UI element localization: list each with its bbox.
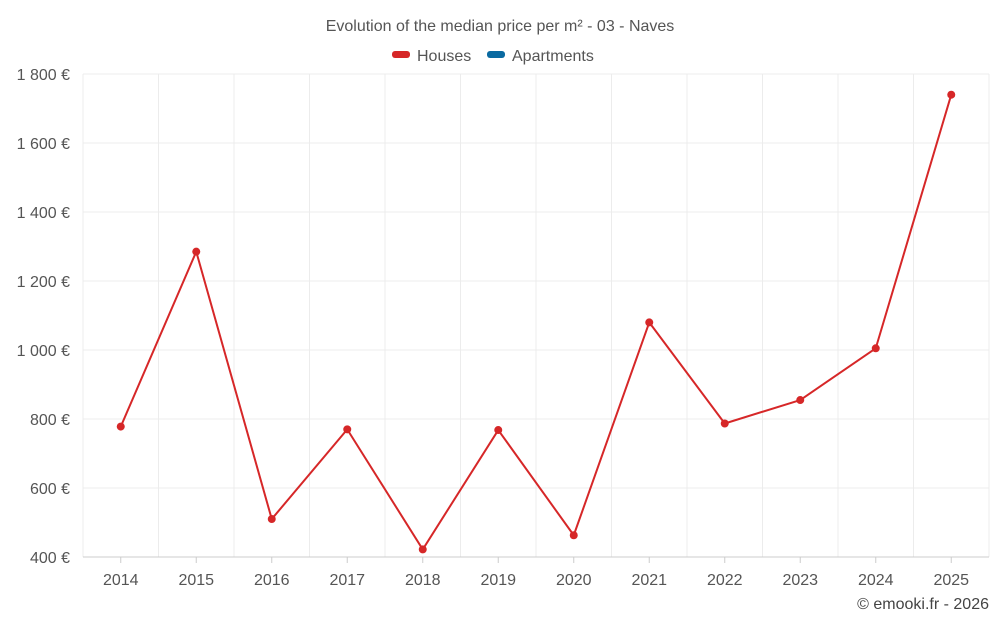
- houses-point-2020[interactable]: [569, 531, 578, 540]
- y-tick-label: 1 200 €: [17, 274, 70, 291]
- chart-title: Evolution of the median price per m² - 0…: [326, 18, 675, 35]
- credit-text: © emooki.fr - 2026: [857, 596, 989, 613]
- y-tick-label: 1 600 €: [17, 136, 70, 153]
- x-tick-label: 2024: [858, 572, 894, 589]
- legend-label-apartments: Apartments: [512, 48, 594, 65]
- y-tick-label: 600 €: [30, 481, 70, 498]
- x-tick-label: 2025: [933, 572, 969, 589]
- legend-label-houses: Houses: [417, 48, 471, 65]
- x-tick-label: 2023: [782, 572, 818, 589]
- houses-point-2019[interactable]: [494, 426, 503, 435]
- grid: [82, 73, 990, 557]
- houses-point-2022[interactable]: [720, 419, 729, 428]
- x-tick-label: 2019: [480, 572, 516, 589]
- y-axis: 400 € 600 € 800 € 1 000 € 1 200 € 1 400 € 1 60…: [17, 67, 70, 567]
- legend-item-apartments[interactable]: Apartments: [487, 48, 594, 65]
- y-tick-label: 800 €: [30, 412, 70, 429]
- houses-point-2014[interactable]: [116, 422, 125, 431]
- legend-item-houses[interactable]: Houses: [392, 48, 471, 65]
- x-tick-label: 2022: [707, 572, 743, 589]
- y-tick-label: 1 400 €: [17, 205, 70, 222]
- houses-point-2021[interactable]: [645, 318, 654, 327]
- y-tick-label: 1 000 €: [17, 343, 70, 360]
- y-tick-label: 400 €: [30, 550, 70, 567]
- legend-swatch-apartments: [487, 51, 505, 58]
- houses-point-2015[interactable]: [192, 247, 201, 256]
- houses-point-2016[interactable]: [267, 515, 276, 524]
- x-tick-label: 2017: [329, 572, 365, 589]
- x-tick-label: 2014: [103, 572, 139, 589]
- x-tick-label: 2015: [178, 572, 214, 589]
- houses-line: [119, 94, 953, 551]
- legend: Houses Apartments: [392, 48, 594, 65]
- x-tick-label: 2020: [556, 572, 592, 589]
- x-tick-label: 2018: [405, 572, 441, 589]
- x-axis: 2014 2015 2016 2017 2018 2019 2020 2021 2022 2023…: [83, 556, 989, 589]
- houses-point-2025[interactable]: [947, 90, 956, 99]
- houses-point-2024[interactable]: [871, 344, 880, 353]
- y-tick-label: 1 800 €: [17, 67, 70, 84]
- houses-point-2017[interactable]: [343, 425, 352, 434]
- series-houses: [116, 90, 956, 554]
- x-tick-label: 2021: [631, 572, 667, 589]
- houses-point-2023[interactable]: [796, 396, 805, 405]
- legend-swatch-houses: [392, 51, 410, 58]
- houses-point-2018[interactable]: [418, 545, 427, 554]
- x-tick-label: 2016: [254, 572, 290, 589]
